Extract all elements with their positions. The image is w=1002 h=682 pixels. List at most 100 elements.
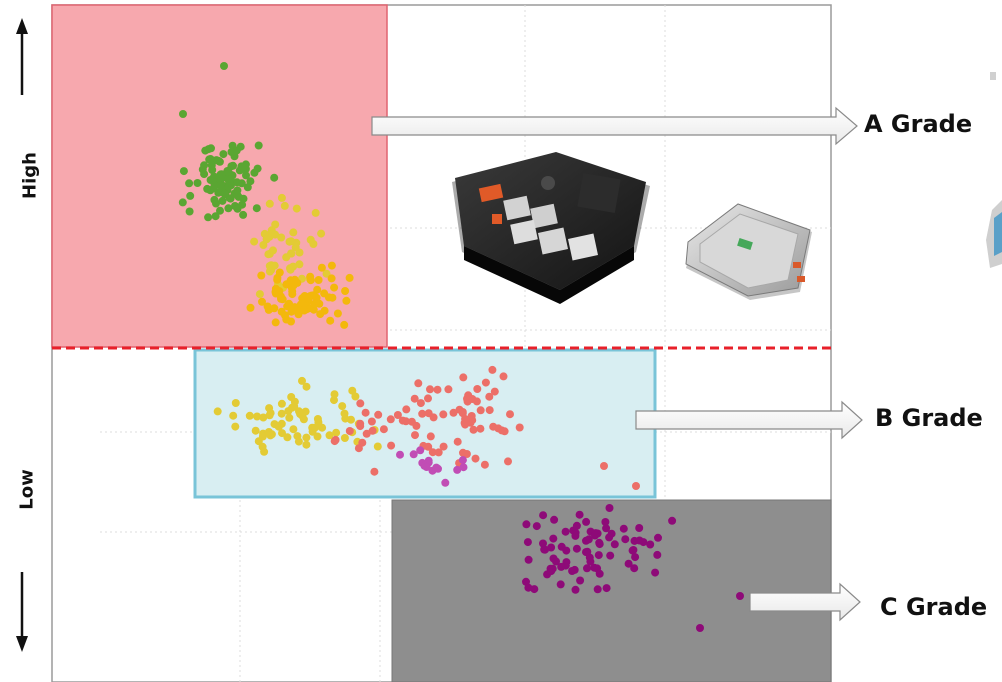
scatter-point xyxy=(354,444,363,453)
scatter-point xyxy=(267,226,276,235)
scatter-point xyxy=(619,524,628,533)
scatter-point xyxy=(234,192,243,201)
scatter-point xyxy=(362,429,371,438)
scatter-point xyxy=(306,276,315,285)
scatter-point xyxy=(605,533,614,542)
battery-pack-image xyxy=(452,152,650,304)
scatter-point xyxy=(428,448,437,457)
a-grade-label: A Grade xyxy=(864,110,973,138)
scatter-point xyxy=(214,188,223,197)
arrow-to-a-grade xyxy=(371,106,858,146)
scatter-point xyxy=(212,199,220,208)
scatter-point xyxy=(605,504,614,512)
scatter-point xyxy=(258,432,267,441)
scatter-point xyxy=(572,544,581,553)
scatter-point xyxy=(424,394,432,403)
scatter-point xyxy=(292,204,301,213)
scatter-point xyxy=(258,297,266,306)
scatter-point xyxy=(206,155,215,163)
scatter-point xyxy=(286,265,295,274)
scatter-point xyxy=(258,442,267,451)
scatter-point xyxy=(288,290,297,299)
scatter-point xyxy=(522,520,531,529)
scatter-point xyxy=(219,150,228,159)
scatter-point xyxy=(253,412,262,421)
scatter-point xyxy=(342,296,351,305)
scatter-point xyxy=(584,535,593,544)
scatter-point xyxy=(351,392,360,401)
scatter-point xyxy=(426,432,435,441)
scatter-point xyxy=(340,434,349,442)
scatter-point xyxy=(259,413,268,422)
scatter-point xyxy=(263,302,272,311)
scatter-point xyxy=(306,235,315,244)
scatter-point xyxy=(265,411,274,420)
scatter-point xyxy=(459,463,468,472)
scatter-point xyxy=(295,407,303,416)
scatter-point xyxy=(632,482,640,490)
scatter-point xyxy=(224,204,233,213)
scatter-point xyxy=(341,287,350,295)
scatter-point xyxy=(624,559,633,568)
scatter-point xyxy=(330,437,339,446)
scatter-points xyxy=(178,62,744,632)
scatter-point xyxy=(453,465,462,474)
scatter-point xyxy=(441,478,450,487)
scatter-point xyxy=(556,580,565,589)
scatter-point xyxy=(326,316,335,325)
scatter-point xyxy=(233,186,242,195)
axis-arrow-up-icon xyxy=(16,18,28,95)
scatter-point xyxy=(591,531,599,540)
scatter-point xyxy=(313,415,322,423)
scatter-point xyxy=(646,540,655,549)
scatter-point xyxy=(653,550,662,559)
scatter-point xyxy=(471,454,480,463)
scatter-point xyxy=(295,260,304,269)
scatter-point xyxy=(449,408,458,417)
scatter-point xyxy=(287,393,296,401)
scatter-point xyxy=(254,141,263,150)
scatter-point xyxy=(217,170,226,179)
scatter-point xyxy=(317,263,326,272)
scatter-point xyxy=(472,397,481,406)
scatter-point xyxy=(322,269,331,278)
scatter-point xyxy=(461,415,470,423)
scatter-point xyxy=(338,402,347,411)
scatter-point xyxy=(549,534,558,543)
scatter-point xyxy=(226,194,235,203)
scatter-point xyxy=(287,283,296,292)
scatter-point xyxy=(631,553,640,562)
scatter-point xyxy=(270,173,279,182)
scatter-point xyxy=(499,372,508,381)
scatter-point xyxy=(370,467,379,476)
scatter-point xyxy=(246,177,255,186)
scatter-point xyxy=(550,515,559,524)
scatter-point xyxy=(277,294,285,303)
scatter-point xyxy=(257,271,266,280)
scatter-point xyxy=(488,365,497,374)
scatter-point xyxy=(302,382,311,391)
scatter-point xyxy=(185,179,194,188)
scatter-point xyxy=(251,426,260,435)
scatter-point xyxy=(476,406,485,415)
scatter-point xyxy=(476,424,485,433)
scatter-point xyxy=(593,564,602,573)
scatter-point xyxy=(284,407,293,416)
battery-control-module-image xyxy=(685,203,812,300)
scatter-point xyxy=(255,290,264,299)
scatter-point xyxy=(327,274,336,283)
scatter-point xyxy=(356,422,365,431)
scatter-point xyxy=(270,304,279,313)
scatter-point xyxy=(523,538,532,547)
scatter-point xyxy=(237,179,246,188)
scatter-point xyxy=(265,404,274,413)
scatter-point xyxy=(621,535,630,544)
scatter-point xyxy=(239,162,248,171)
scatter-point xyxy=(220,62,228,70)
scatter-point xyxy=(422,463,431,471)
scatter-point xyxy=(285,413,294,422)
scatter-point xyxy=(330,283,339,292)
scatter-point xyxy=(651,568,660,577)
scatter-point xyxy=(602,524,611,533)
scatter-point xyxy=(396,450,404,459)
